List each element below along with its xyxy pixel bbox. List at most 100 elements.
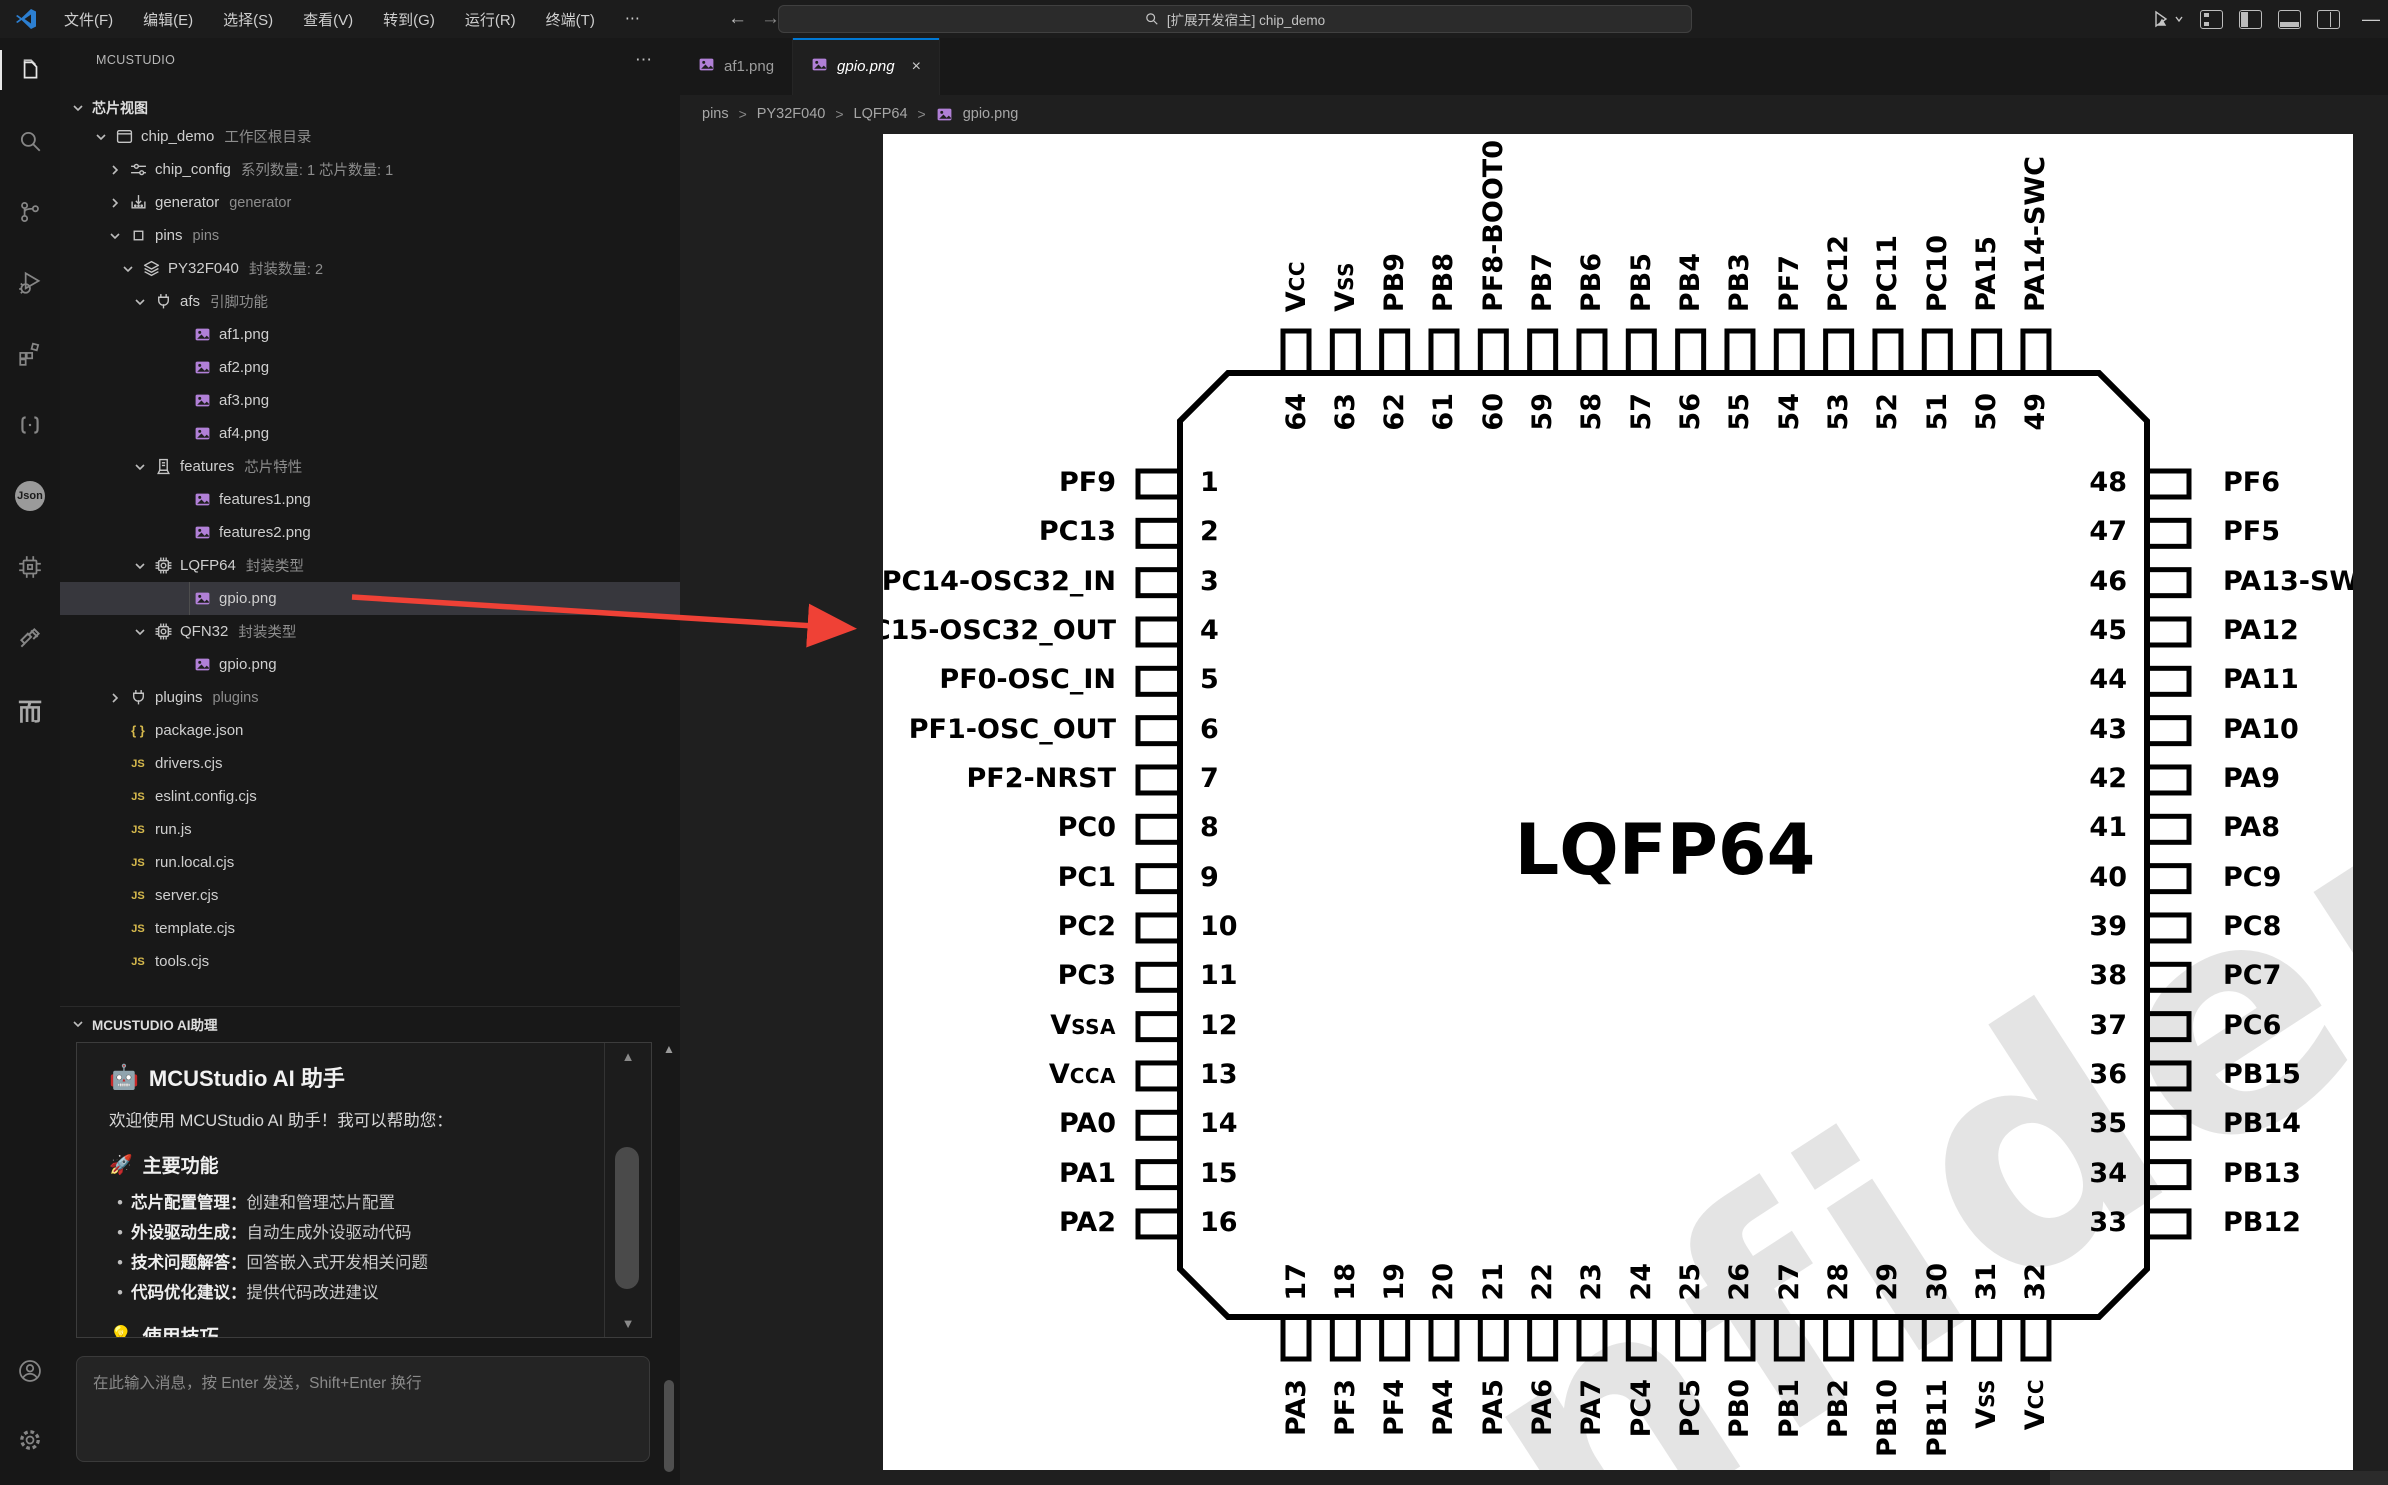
- customize-layout-button[interactable]: [2200, 9, 2223, 29]
- pin-label-PA14-SWC: PA14-SWC: [2020, 155, 2052, 312]
- tree-item-eslint-config-cjs[interactable]: JS eslint.config.cjs: [60, 780, 680, 813]
- menu-more[interactable]: ⋯: [624, 9, 640, 27]
- breadcrumb-item[interactable]: gpio.png: [962, 106, 1019, 122]
- tree-item-label: plugins: [155, 689, 203, 706]
- tree-item-features1-png[interactable]: features1.png: [60, 483, 680, 516]
- menu-item[interactable]: 选择(S): [223, 11, 274, 29]
- tree-item-template-cjs[interactable]: JS template.cjs: [60, 912, 680, 945]
- pin-label-PF2-NRST: PF2-NRST: [966, 762, 1116, 794]
- section-chip-view[interactable]: 芯片视图: [60, 92, 680, 124]
- breadcrumb-item[interactable]: pins: [702, 106, 729, 122]
- activity-source-control-icon[interactable]: [0, 186, 60, 238]
- menu-item[interactable]: 编辑(E): [143, 11, 194, 29]
- image-file-icon: [190, 524, 214, 541]
- minimize-button[interactable]: —: [2362, 8, 2380, 29]
- activity-search-icon[interactable]: [0, 115, 60, 167]
- ai-panel-scrollbar[interactable]: ▲ ▼: [604, 1043, 651, 1337]
- tree-item-chip-config[interactable]: chip_config 系列数量: 1 芯片数量: 1: [60, 153, 680, 186]
- tree-item-tools-cjs[interactable]: JS tools.cjs: [60, 945, 680, 978]
- pin-number-53: 53: [1823, 393, 1855, 431]
- close-tab-icon[interactable]: ×: [911, 57, 921, 75]
- tree-item-af4-png[interactable]: af4.png: [60, 417, 680, 450]
- tab-af1-png[interactable]: af1.png: [680, 38, 794, 95]
- sidebar-scrollbar[interactable]: ▲ ▼: [660, 1042, 678, 1485]
- pin-number-39: 39: [2089, 910, 2127, 942]
- activity-run-debug-icon[interactable]: [0, 257, 60, 309]
- ai-feature-item: • 代码优化建议： 提供代码改进建议: [117, 1284, 379, 1302]
- tab-gpio-png[interactable]: gpio.png ×: [793, 38, 940, 95]
- tree-item-af2-png[interactable]: af2.png: [60, 351, 680, 384]
- scrollbar-thumb[interactable]: [615, 1147, 639, 1289]
- forward-button[interactable]: →: [761, 8, 780, 29]
- pin-number-8: 8: [1200, 812, 1219, 844]
- tree-item-py32f040[interactable]: PY32F040 封装数量: 2: [60, 252, 680, 285]
- tree-item-af1-png[interactable]: af1.png: [60, 318, 680, 351]
- tree-item-qfn32[interactable]: QFN32 封装类型: [60, 615, 680, 648]
- tree-item-drivers-cjs[interactable]: JS drivers.cjs: [60, 747, 680, 780]
- scrollbar-thumb[interactable]: [664, 1380, 674, 1472]
- pin-label-PC8: PC8: [2223, 910, 2282, 942]
- js-file-icon: JS: [131, 757, 145, 770]
- activity-sdk-icon[interactable]: [0, 612, 60, 664]
- pin-label-PB10: PB10: [1872, 1379, 1904, 1457]
- toggle-panel-button[interactable]: [2278, 9, 2301, 29]
- tree-item-label: afs: [180, 293, 201, 310]
- run-debug-warning-button[interactable]: [2151, 9, 2184, 29]
- breadcrumb-item[interactable]: PY32F040: [756, 106, 826, 122]
- tree-item-label: af3.png: [219, 392, 270, 409]
- menu-item[interactable]: 终端(T): [545, 11, 595, 29]
- tree-item-server-cjs[interactable]: JS server.cjs: [60, 879, 680, 912]
- pin-number-37: 37: [2089, 1009, 2127, 1041]
- pin-number-34: 34: [2089, 1157, 2127, 1189]
- pin-number-21: 21: [1477, 1263, 1509, 1301]
- pin-number-1: 1: [1200, 467, 1219, 498]
- tree-item-chip-demo[interactable]: chip_demo 工作区根目录: [60, 120, 680, 153]
- back-button[interactable]: ←: [728, 8, 747, 29]
- tree-item-run-local-cjs[interactable]: JS run.local.cjs: [60, 846, 680, 879]
- tree-item-features2-png[interactable]: features2.png: [60, 516, 680, 549]
- scroll-up-icon[interactable]: ▲: [663, 1042, 675, 1056]
- pin-label-PB9: PB9: [1379, 252, 1411, 312]
- toggle-sidebar-button[interactable]: [2239, 9, 2262, 29]
- tree-item-af3-png[interactable]: af3.png: [60, 384, 680, 417]
- tree-item-gpio-png[interactable]: gpio.png: [60, 648, 680, 681]
- tree-item-label: af2.png: [219, 359, 270, 376]
- js-file-icon: JS: [131, 823, 145, 836]
- command-center-search[interactable]: [扩展开发宿主] chip_demo: [778, 5, 1692, 33]
- breadcrumb[interactable]: pins > PY32F040 > LQFP64 > gpio.png: [702, 95, 1018, 133]
- pin-number-38: 38: [2089, 960, 2127, 992]
- activity-settings-icon[interactable]: [0, 1414, 60, 1466]
- activity-account-icon[interactable]: [0, 1345, 60, 1397]
- breadcrumb-separator: >: [738, 106, 747, 122]
- breadcrumb-item[interactable]: LQFP64: [853, 106, 908, 122]
- pin-number-56: 56: [1675, 393, 1707, 431]
- section-ai-assistant[interactable]: MCUSTUDIO AI助理: [60, 1006, 680, 1041]
- tree-item-plugins[interactable]: plugins plugins: [60, 681, 680, 714]
- scroll-down-icon[interactable]: ▼: [621, 1316, 635, 1331]
- tree-item-features[interactable]: features 芯片特性: [60, 450, 680, 483]
- menu-item[interactable]: 运行(R): [464, 11, 516, 29]
- tree-item-pins[interactable]: pins pins: [60, 219, 680, 252]
- tree-item-package-json[interactable]: { } package.json: [60, 714, 680, 747]
- tree-item-label: tools.cjs: [155, 953, 210, 970]
- activity-files-icon[interactable]: [0, 44, 60, 96]
- scroll-up-icon[interactable]: ▲: [621, 1049, 635, 1064]
- tree-item-run-js[interactable]: JS run.js: [60, 813, 680, 846]
- tree-item-lqfp64[interactable]: LQFP64 封装类型: [60, 549, 680, 582]
- toggle-secondary-sidebar-button[interactable]: [2317, 9, 2340, 29]
- menu-item[interactable]: 查看(V): [303, 11, 354, 29]
- pin-label-PA15: PA15: [1971, 236, 2003, 312]
- chevron-down-icon: [70, 100, 86, 116]
- activity-brackets-icon[interactable]: [0, 399, 60, 451]
- sidebar-more-actions[interactable]: ⋯: [635, 50, 652, 69]
- activity-json-icon[interactable]: Json: [0, 470, 60, 522]
- menu-item[interactable]: 文件(F): [64, 11, 114, 29]
- tree-item-afs[interactable]: afs 引脚功能: [60, 285, 680, 318]
- activity-extensions-icon[interactable]: [0, 328, 60, 380]
- ai-chat-input[interactable]: [76, 1356, 650, 1462]
- activity-chip-icon[interactable]: [0, 541, 60, 593]
- tree-item-gpio-png[interactable]: gpio.png: [60, 582, 680, 615]
- tree-item-generator[interactable]: generator generator: [60, 186, 680, 219]
- menu-item[interactable]: 转到(G): [383, 11, 435, 29]
- activity-mcu-logo-icon[interactable]: 而: [18, 698, 42, 726]
